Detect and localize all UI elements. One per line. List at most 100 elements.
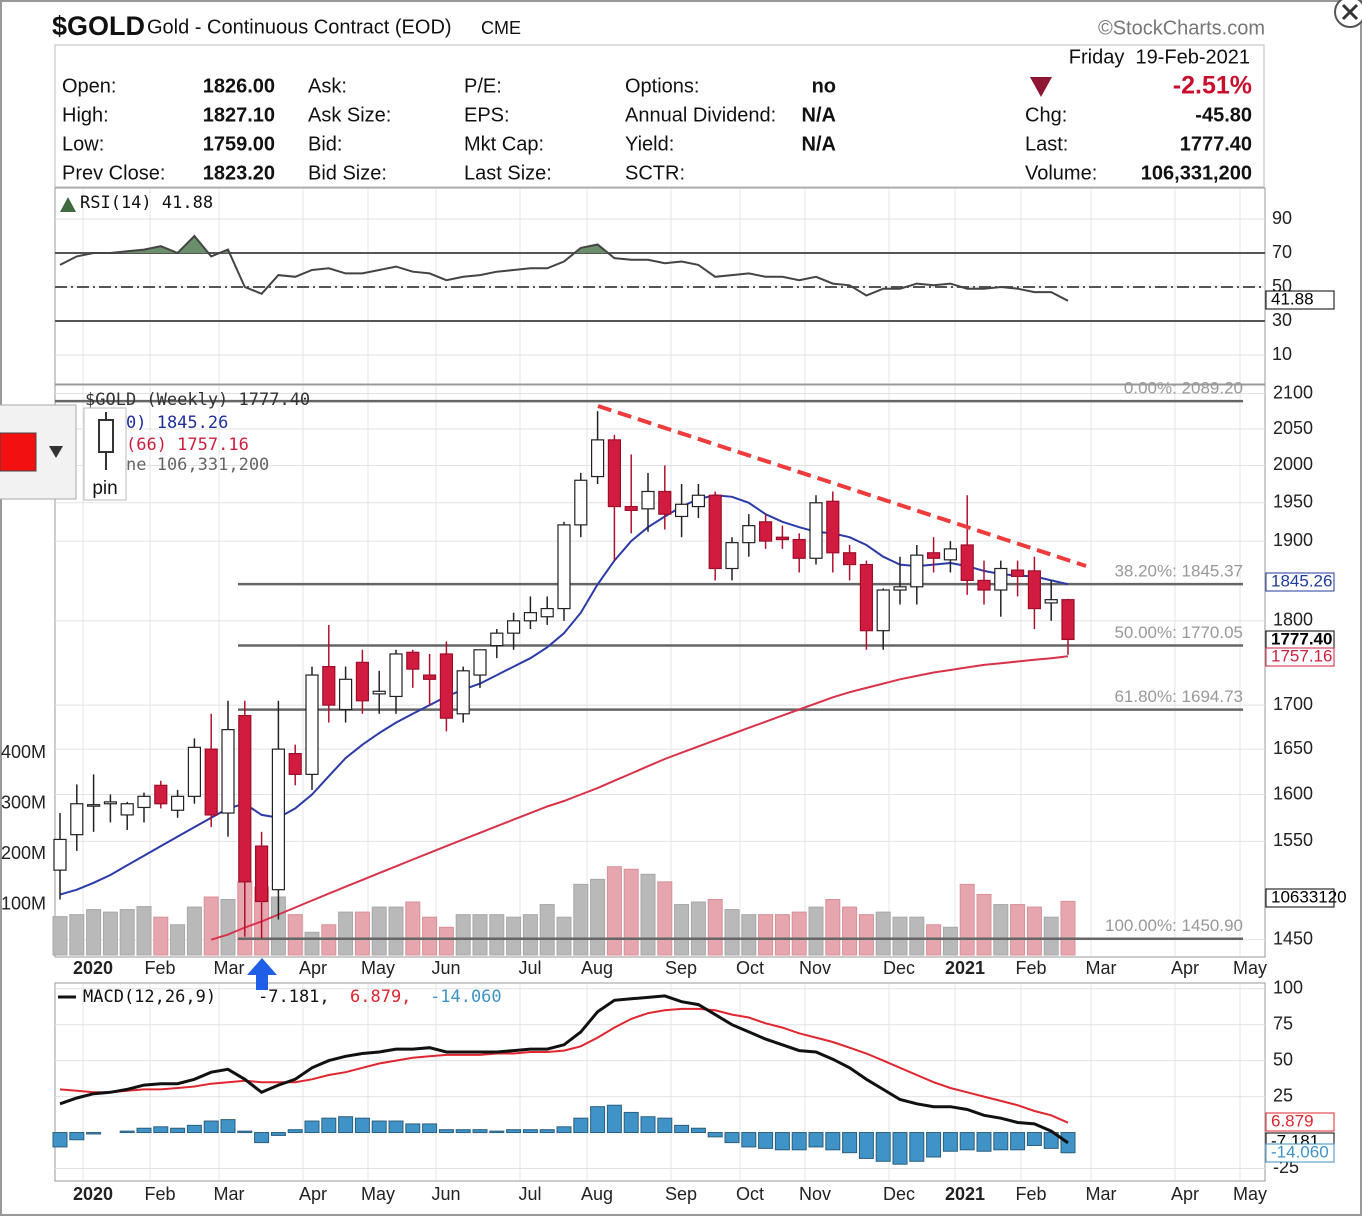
candle-body [473,649,487,676]
legend-entry: (66) 1757.16 [126,435,249,455]
histogram-bar [455,1129,471,1134]
histogram-bar [220,1119,236,1134]
candle-body [154,784,168,805]
x-tick-label: 2021 [945,1184,985,1204]
volume-bar [858,914,874,956]
candle-body [221,728,235,814]
value-tag-label: 10633120 [1271,887,1347,906]
legend-entry: 6.879, [350,987,411,1007]
legend-entry: -7.181, [258,987,330,1007]
candle-body [658,490,672,515]
x-tick-label: Apr [299,958,327,978]
candle-body [137,795,151,809]
volume-bar [539,904,555,956]
candle-body [456,670,470,715]
field-value: 1826.00 [203,75,275,97]
y-tick-label: 1800 [1273,610,1313,630]
histogram-bar [993,1132,1009,1151]
volume-bar [371,906,387,956]
macd-line [59,994,1069,1145]
y-tick-label: 2000 [1273,454,1313,474]
volume-bar [354,911,370,956]
candle-body [288,753,302,775]
volume-bar [976,893,992,956]
histogram-bar [959,1132,975,1151]
volume-bar [287,914,303,956]
legend-entry: $GOLD (Weekly) 1777.40 [85,390,310,410]
value-tag [1265,647,1335,667]
x-tick-label: Feb [1015,958,1046,978]
x-tick-label: Nov [799,1184,831,1204]
histogram-bar [69,1132,85,1141]
candle-body [439,653,453,719]
histogram-bar [354,1117,370,1134]
legend-entry: ne 106,331,200 [126,455,269,475]
volume-bar [136,906,152,956]
candle-body [557,524,571,610]
dropdown-arrow[interactable] [49,446,63,458]
candle-body [926,552,941,559]
down-triangle [1030,77,1052,97]
candle-body [977,579,991,591]
volume-bar [506,916,522,956]
fib-label: 61.80%: 1694.73 [1114,687,1243,706]
histogram-bar [606,1104,622,1134]
value-tag-label: 1757.16 [1271,646,1332,665]
fib-label: 50.00%: 1770.05 [1114,623,1243,642]
candle-body [708,494,722,570]
candle-body [742,525,756,544]
close-icon [1341,3,1359,21]
y-tick-label: 25 [1273,1085,1293,1105]
y-tick-label: 1950 [1273,492,1313,512]
histogram-bar [86,1132,102,1135]
x-tick-label: Nov [799,958,831,978]
histogram-bar [590,1106,606,1134]
histogram-bar [707,1132,723,1138]
candle-body [271,748,285,891]
field-label: Open: [62,75,116,97]
color-swatch[interactable] [0,432,37,472]
field-label: Options: [625,75,699,97]
volume-bar [707,899,723,956]
histogram-bar [674,1124,690,1134]
candle-body [339,678,353,711]
histogram-bar [489,1130,505,1134]
y-tick-label: 1450 [1273,928,1313,948]
field-label: Volume: [1025,162,1097,184]
histogram-bar [270,1132,286,1136]
x-tick-label: Feb [1015,1184,1046,1204]
histogram-bar [926,1132,942,1158]
y-tick-label: 50 [1273,1049,1293,1069]
volume-bar [1060,900,1076,956]
volume-bar [186,906,202,956]
y-tick-label: 2100 [1273,382,1313,402]
candle-body [86,804,101,807]
volume-bar [724,909,740,956]
volume-bar [69,914,85,956]
pin-label: pin [92,478,117,499]
x-tick-label: Oct [736,1184,764,1204]
histogram-bar [556,1126,572,1134]
candle-body [994,567,1008,591]
histogram-bar [506,1129,522,1134]
histogram-bar [942,1132,958,1152]
overbought-fill [60,236,1068,253]
value-tag-label: 6.879 [1271,1111,1314,1130]
volume-bar [1043,916,1059,956]
histogram-bar [1010,1132,1026,1151]
volume-bar [86,909,102,956]
histogram-bar [909,1132,925,1162]
volume-bar [338,911,354,956]
volume-bar [674,904,690,956]
histogram-bar [1026,1132,1042,1146]
histogram-bar [388,1120,404,1134]
x-tick-label: Apr [299,1184,327,1204]
quote-fields: Open: 1826.00 High: 1827.10 Low: 1759.00 Prev … [62,75,1252,184]
volume-bar [909,916,925,956]
x-tick-label: 2020 [73,958,113,978]
volume-bar [875,911,891,956]
candle-body [523,612,538,622]
volume-bar [102,911,118,956]
volume-bar [304,931,320,956]
histogram-bar [52,1132,68,1148]
